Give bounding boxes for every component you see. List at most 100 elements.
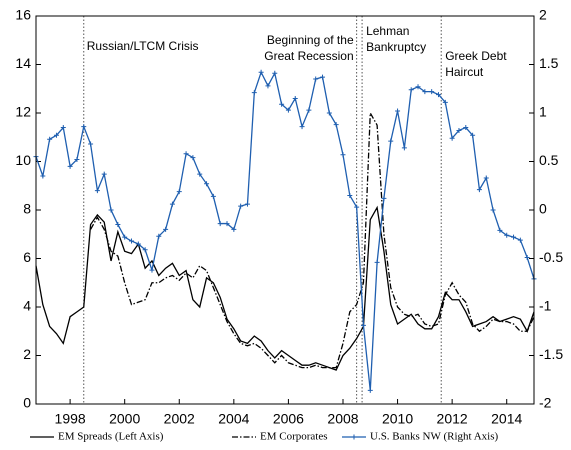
x-tick-label: 2006 [273, 411, 304, 427]
point-marker [470, 132, 476, 138]
point-marker [408, 87, 414, 93]
event-label: Great Recession [264, 49, 353, 63]
point-marker [210, 193, 216, 199]
point-marker [306, 107, 312, 113]
point-marker [333, 122, 339, 128]
y2-tick-label: -0.5 [539, 249, 563, 265]
point-marker [360, 322, 366, 328]
x-tick-label: 2010 [382, 411, 413, 427]
x-tick-label: 2004 [218, 411, 249, 427]
y2-tick-label: -1.5 [539, 346, 563, 362]
point-marker [217, 221, 223, 227]
y2-tick-label: -2 [539, 395, 552, 411]
y-tick-label: 12 [15, 104, 31, 120]
point-marker [115, 222, 121, 228]
point-marker [326, 110, 332, 116]
y2-tick-label: 0.5 [539, 152, 559, 168]
x-tick-label: 2008 [327, 411, 358, 427]
point-marker [149, 267, 155, 273]
point-marker [429, 89, 435, 95]
y-tick-label: 10 [15, 152, 31, 168]
point-marker [422, 89, 428, 95]
y-tick-label: 0 [23, 395, 31, 411]
point-marker [231, 226, 237, 232]
x-tick-label: 2012 [437, 411, 468, 427]
point-marker [60, 125, 66, 131]
point-marker [81, 124, 87, 130]
point-marker [251, 90, 257, 96]
point-marker [456, 127, 462, 133]
y-tick-label: 4 [23, 298, 31, 314]
point-marker [101, 171, 107, 177]
point-marker [135, 241, 141, 247]
point-marker [395, 108, 401, 114]
point-marker [272, 70, 278, 76]
point-marker [511, 234, 517, 240]
y2-tick-label: 1.5 [539, 55, 559, 71]
point-marker [449, 135, 455, 141]
y2-tick-label: 0 [539, 201, 547, 217]
y-tick-label: 6 [23, 249, 31, 265]
legend-label: U.S. Banks NW (Right Axis) [370, 431, 498, 443]
point-marker [347, 192, 353, 198]
point-marker [265, 83, 271, 89]
y2-tick-label: 2 [539, 7, 547, 23]
y-tick-label: 2 [23, 346, 31, 362]
event-label: Beginning of the [267, 33, 354, 47]
point-marker [47, 136, 53, 142]
y-tick-label: 8 [23, 201, 31, 217]
point-marker [108, 207, 114, 213]
point-marker [354, 204, 360, 210]
point-marker [204, 181, 210, 187]
point-marker [169, 201, 175, 207]
point-marker [142, 247, 148, 253]
point-marker [176, 189, 182, 195]
point-marker [320, 74, 326, 80]
point-marker [483, 175, 489, 181]
y-tick-label: 14 [15, 55, 31, 71]
point-marker [313, 76, 319, 82]
series-line [35, 70, 535, 391]
event-label: Haircut [445, 65, 484, 79]
point-marker [517, 237, 523, 243]
legend-marker [351, 434, 357, 440]
point-marker [504, 232, 510, 238]
legend-label: EM Spreads (Left Axis) [58, 431, 164, 443]
point-marker [129, 238, 135, 244]
point-marker [197, 171, 203, 177]
legend-label: EM Corporates [260, 431, 328, 443]
point-marker [490, 207, 496, 213]
point-marker [401, 145, 407, 151]
event-label: Greek Debt [445, 49, 507, 63]
point-marker [463, 125, 469, 131]
point-marker [122, 234, 128, 240]
event-label: Russian/LTCM Crisis [87, 39, 199, 53]
y2-tick-label: 1 [539, 104, 547, 120]
point-marker [292, 95, 298, 101]
y2-tick-label: -1 [539, 298, 552, 314]
point-marker [497, 227, 503, 233]
point-marker [374, 259, 380, 265]
point-marker [163, 226, 169, 232]
point-marker [524, 255, 530, 261]
y-tick-label: 16 [15, 7, 31, 23]
point-marker [244, 201, 250, 207]
point-marker [388, 138, 394, 144]
point-marker [285, 107, 291, 113]
point-marker [88, 141, 94, 147]
point-marker [415, 84, 421, 90]
point-marker [156, 233, 162, 239]
point-marker [94, 188, 100, 194]
point-marker [367, 387, 373, 393]
point-marker [67, 163, 73, 169]
point-marker [442, 99, 448, 105]
point-marker [381, 195, 387, 201]
point-marker [476, 187, 482, 193]
point-marker [74, 157, 80, 163]
point-marker [258, 69, 264, 75]
point-marker [53, 132, 59, 138]
point-marker [40, 173, 46, 179]
x-tick-label: 1998 [55, 411, 86, 427]
point-marker [238, 203, 244, 209]
